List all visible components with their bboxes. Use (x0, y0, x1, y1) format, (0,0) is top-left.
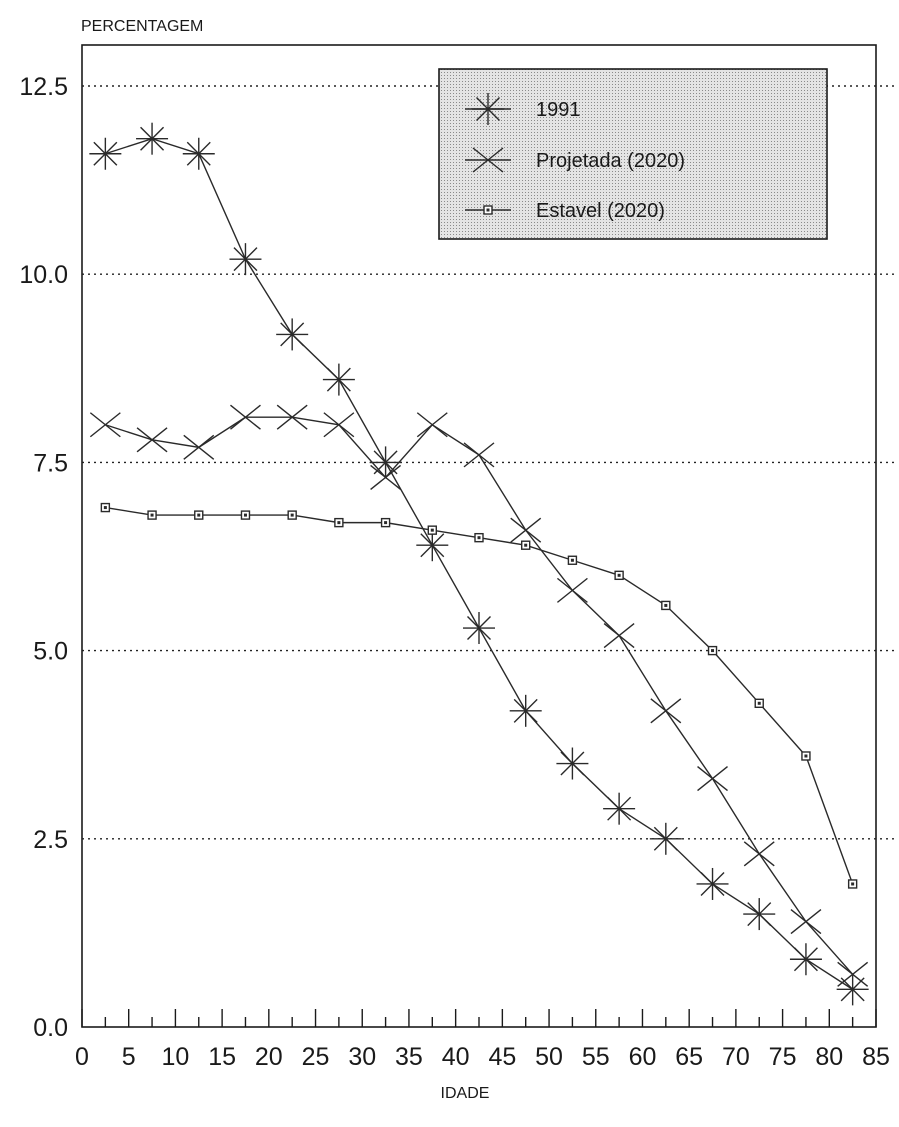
data-point-series-2 (276, 404, 308, 430)
data-point-series-1 (789, 943, 822, 976)
x-tick-label: 10 (162, 1043, 190, 1071)
data-point-series-1 (89, 137, 122, 170)
data-point-series-2 (416, 412, 448, 438)
x-tick-label: 20 (255, 1043, 283, 1071)
legend-marker-2 (472, 147, 504, 173)
data-point-series-3 (707, 645, 718, 656)
data-point-series-3 (427, 525, 437, 535)
data-point-series-2 (743, 841, 775, 867)
data-point-series-3 (100, 502, 111, 513)
data-point-series-2 (323, 412, 355, 438)
x-tick-label: 35 (395, 1043, 423, 1071)
x-tick-label: 40 (442, 1043, 470, 1071)
data-point-series-1 (463, 612, 495, 645)
x-tick-label: 80 (815, 1043, 843, 1071)
y-axis-title: PERCENTAGEM (81, 18, 203, 35)
data-point-series-2 (183, 434, 215, 460)
x-tick-label: 15 (208, 1043, 236, 1071)
y-tick-label: 5.0 (33, 638, 68, 666)
data-point-series-1 (603, 792, 636, 825)
legend-label-2: Projetada (2020) (536, 150, 685, 172)
data-point-series-1 (276, 318, 309, 351)
x-tick-label: 5 (122, 1043, 136, 1071)
data-point-series-1 (836, 973, 869, 1006)
x-tick-label: 70 (722, 1043, 750, 1071)
data-point-series-3 (754, 698, 764, 708)
data-point-series-2 (697, 766, 728, 792)
legend-label-1: 1991 (536, 99, 581, 121)
data-point-series-1 (136, 122, 169, 155)
data-point-series-1 (322, 363, 355, 396)
legend-label-3: Estavel (2020) (536, 200, 665, 222)
y-tick-label: 10.0 (19, 261, 68, 289)
x-tick-label: 45 (488, 1043, 516, 1071)
data-point-series-1 (229, 243, 262, 276)
data-point-series-3 (240, 510, 251, 520)
data-point-series-2 (89, 412, 121, 438)
x-tick-label: 30 (348, 1043, 376, 1071)
x-tick-label: 50 (535, 1043, 563, 1071)
data-point-series-1 (182, 137, 215, 170)
data-point-series-2 (556, 577, 588, 603)
data-point-series-1 (369, 446, 402, 479)
data-point-series-1 (743, 898, 776, 931)
y-tick-label: 2.5 (33, 826, 68, 854)
x-tick-label: 55 (582, 1043, 610, 1071)
data-point-series-2 (370, 464, 402, 491)
data-point-series-3 (521, 540, 531, 550)
x-tick-label: 0 (75, 1043, 89, 1071)
data-point-series-3 (614, 570, 624, 581)
data-point-series-2 (837, 961, 869, 987)
data-point-series-3 (567, 555, 578, 565)
x-tick-label: 85 (862, 1043, 890, 1071)
data-point-series-2 (230, 404, 261, 430)
data-point-series-3 (474, 532, 484, 543)
data-point-series-2 (603, 622, 635, 649)
data-point-series-3 (380, 517, 391, 528)
y-tick-label: 7.5 (33, 449, 68, 477)
data-point-series-2 (463, 442, 495, 468)
legend-marker-3 (483, 205, 493, 215)
data-point-series-3 (147, 510, 157, 520)
data-point-series-1 (556, 747, 589, 780)
data-point-series-1 (649, 822, 682, 855)
data-point-series-2 (650, 698, 682, 724)
data-point-series-2 (510, 517, 542, 543)
data-point-series-3 (847, 879, 858, 889)
series-line-2 (105, 416, 854, 975)
y-tick-label: 12.5 (19, 73, 68, 101)
series-line-1 (105, 137, 854, 990)
series-line-3 (105, 506, 854, 885)
x-tick-label: 25 (302, 1043, 330, 1071)
data-point-series-1 (416, 529, 449, 562)
x-axis-title: IDADE (441, 1085, 490, 1102)
data-point-series-3 (661, 600, 671, 611)
data-point-series-1 (509, 694, 542, 727)
data-point-series-3 (801, 751, 811, 761)
legend-marker-1 (472, 93, 504, 125)
data-point-series-3 (334, 517, 344, 528)
x-tick-label: 60 (629, 1043, 657, 1071)
x-tick-label: 75 (769, 1043, 797, 1071)
data-point-series-2 (790, 909, 822, 935)
data-point-series-1 (696, 867, 729, 900)
data-point-series-3 (287, 510, 297, 520)
data-point-series-3 (194, 510, 204, 520)
x-tick-label: 65 (675, 1043, 703, 1071)
data-point-series-2 (136, 427, 168, 453)
y-tick-label: 0.0 (33, 1014, 68, 1042)
